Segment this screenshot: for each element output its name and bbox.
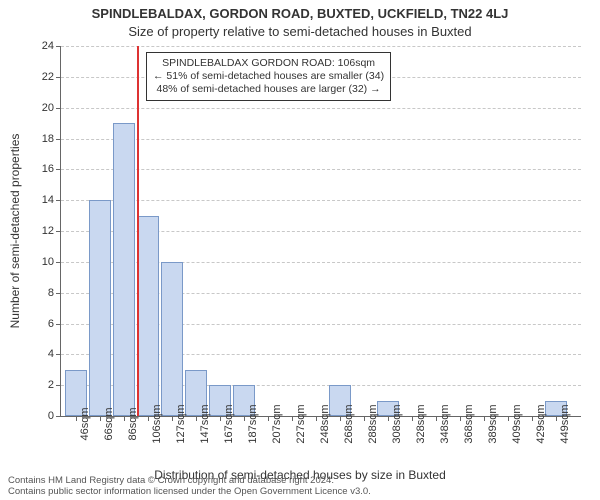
xtick-mark bbox=[172, 416, 173, 421]
ytick-label: 10 bbox=[24, 256, 54, 268]
xtick-label: 106sqm bbox=[151, 404, 163, 443]
ytick-mark bbox=[56, 385, 61, 386]
gridline bbox=[61, 108, 581, 109]
ytick-mark bbox=[56, 169, 61, 170]
ytick-label: 24 bbox=[24, 40, 54, 52]
ytick-mark bbox=[56, 46, 61, 47]
ytick-mark bbox=[56, 108, 61, 109]
ytick-label: 22 bbox=[24, 71, 54, 83]
xtick-mark bbox=[316, 416, 317, 421]
xtick-mark bbox=[364, 416, 365, 421]
annotation-line: ← 51% of semi-detached houses are smalle… bbox=[153, 70, 384, 83]
ytick-mark bbox=[56, 324, 61, 325]
xtick-label: 127sqm bbox=[175, 404, 187, 443]
xtick-mark bbox=[436, 416, 437, 421]
ytick-mark bbox=[56, 231, 61, 232]
ytick-label: 14 bbox=[24, 194, 54, 206]
xtick-label: 449sqm bbox=[559, 404, 571, 443]
xtick-label: 66sqm bbox=[103, 407, 115, 440]
xtick-label: 308sqm bbox=[391, 404, 403, 443]
ytick-label: 20 bbox=[24, 102, 54, 114]
xtick-mark bbox=[148, 416, 149, 421]
xtick-mark bbox=[460, 416, 461, 421]
xtick-mark bbox=[412, 416, 413, 421]
ytick-mark bbox=[56, 139, 61, 140]
xtick-mark bbox=[532, 416, 533, 421]
bar bbox=[137, 216, 159, 416]
xtick-label: 167sqm bbox=[223, 404, 235, 443]
xtick-label: 288sqm bbox=[367, 404, 379, 443]
xtick-mark bbox=[124, 416, 125, 421]
gridline bbox=[61, 139, 581, 140]
xtick-label: 429sqm bbox=[535, 404, 547, 443]
xtick-mark bbox=[484, 416, 485, 421]
ytick-mark bbox=[56, 293, 61, 294]
xtick-mark bbox=[556, 416, 557, 421]
xtick-label: 348sqm bbox=[439, 404, 451, 443]
ytick-label: 16 bbox=[24, 163, 54, 175]
xtick-label: 368sqm bbox=[463, 404, 475, 443]
xtick-mark bbox=[268, 416, 269, 421]
xtick-label: 86sqm bbox=[127, 407, 139, 440]
xtick-label: 227sqm bbox=[295, 404, 307, 443]
ytick-label: 0 bbox=[24, 410, 54, 422]
xtick-mark bbox=[388, 416, 389, 421]
ytick-label: 2 bbox=[24, 379, 54, 391]
xtick-mark bbox=[220, 416, 221, 421]
y-axis-label: Number of semi-detached properties bbox=[8, 134, 22, 329]
annotation-line: 48% of semi-detached houses are larger (… bbox=[153, 83, 384, 96]
ytick-label: 12 bbox=[24, 225, 54, 237]
xtick-mark bbox=[196, 416, 197, 421]
xtick-mark bbox=[508, 416, 509, 421]
bar bbox=[89, 200, 111, 416]
ytick-mark bbox=[56, 262, 61, 263]
chart-title-sub: Size of property relative to semi-detach… bbox=[0, 24, 600, 39]
ytick-label: 6 bbox=[24, 318, 54, 330]
xtick-label: 207sqm bbox=[271, 404, 283, 443]
xtick-label: 248sqm bbox=[319, 404, 331, 443]
xtick-mark bbox=[76, 416, 77, 421]
xtick-label: 46sqm bbox=[79, 407, 91, 440]
gridline bbox=[61, 200, 581, 201]
credit-text: Contains HM Land Registry data © Crown c… bbox=[8, 476, 592, 498]
bar bbox=[113, 123, 135, 416]
chart-plot-area: SPINDLEBALDAX GORDON ROAD: 106sqm ← 51% … bbox=[60, 46, 581, 417]
xtick-label: 389sqm bbox=[487, 404, 499, 443]
annotation-line: SPINDLEBALDAX GORDON ROAD: 106sqm bbox=[153, 57, 384, 70]
ytick-label: 18 bbox=[24, 133, 54, 145]
gridline bbox=[61, 46, 581, 47]
xtick-label: 147sqm bbox=[199, 404, 211, 443]
ytick-label: 4 bbox=[24, 348, 54, 360]
xtick-label: 328sqm bbox=[415, 404, 427, 443]
xtick-label: 268sqm bbox=[343, 404, 355, 443]
annotation-box: SPINDLEBALDAX GORDON ROAD: 106sqm ← 51% … bbox=[146, 52, 391, 101]
xtick-label: 409sqm bbox=[511, 404, 523, 443]
chart-title-address: SPINDLEBALDAX, GORDON ROAD, BUXTED, UCKF… bbox=[0, 6, 600, 21]
ytick-mark bbox=[56, 354, 61, 355]
marker-line bbox=[137, 46, 139, 416]
ytick-mark bbox=[56, 416, 61, 417]
gridline bbox=[61, 169, 581, 170]
xtick-mark bbox=[340, 416, 341, 421]
credit-line: Contains public sector information licen… bbox=[8, 487, 592, 498]
xtick-mark bbox=[100, 416, 101, 421]
bar bbox=[161, 262, 183, 416]
xtick-label: 187sqm bbox=[247, 404, 259, 443]
ytick-mark bbox=[56, 200, 61, 201]
ytick-label: 8 bbox=[24, 287, 54, 299]
xtick-mark bbox=[292, 416, 293, 421]
xtick-mark bbox=[244, 416, 245, 421]
ytick-mark bbox=[56, 77, 61, 78]
